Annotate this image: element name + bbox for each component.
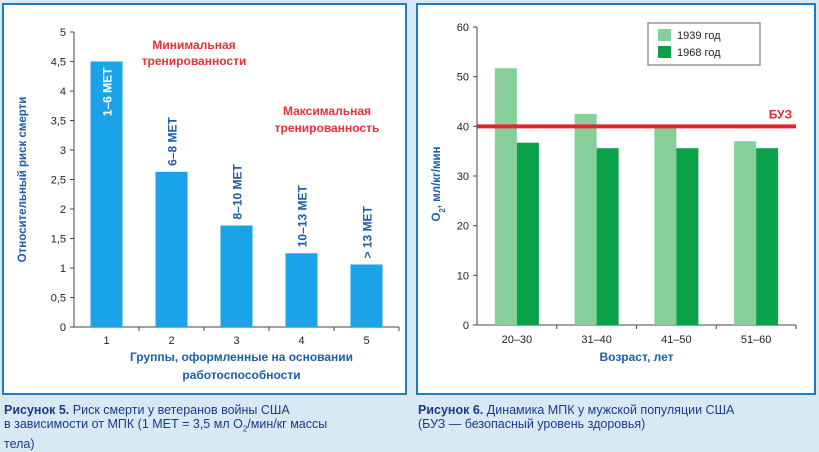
figure5-caption: Рисунок 5. Риск смерти у ветеранов войны… xyxy=(4,403,404,451)
bar xyxy=(155,171,188,327)
x-tick-label: 4 xyxy=(298,335,304,347)
annotation-min-line1: Минимальная xyxy=(152,38,235,52)
x-tick-label: 20–30 xyxy=(502,334,533,346)
bar-data-label: 1–6 МЕТ xyxy=(101,67,115,116)
figure6-caption-line1: Динамика МПК у мужской популяции США xyxy=(486,403,735,417)
bar-data-label: 10–13 МЕТ xyxy=(296,185,310,248)
x-tick-label: 2 xyxy=(168,335,174,347)
annotation-max-line1: Максимальная xyxy=(283,104,371,118)
legend-label: 1968 год xyxy=(677,47,721,59)
y-tick-label: 3 xyxy=(60,145,66,157)
y-tick-label: 0 xyxy=(60,322,66,334)
figure5-caption-line3: тела) xyxy=(4,436,35,451)
figure6-caption-label: Рисунок 6. xyxy=(418,403,484,417)
vo2-chart: 0 10 20 30 40 50 60 20–30 31–40 41–50 51–60 БУЗ 1939… xyxy=(431,22,797,364)
risk-chart: 0 0,5 1 1,5 2 2,5 3 3,5 4 4,5 5 1 1–6 МЕТ 2 6–8 МЕТ 3 8–… xyxy=(17,27,400,382)
x-tick-label: 51–60 xyxy=(741,334,772,346)
bar-1968 xyxy=(756,148,779,325)
bar-1968 xyxy=(596,148,619,325)
figure6-caption: Рисунок 6. Динамика МПК у мужской популя… xyxy=(418,403,818,431)
y-tick-label: 2,5 xyxy=(51,175,66,187)
legend-swatch xyxy=(658,29,671,41)
y-tick-label: 1 xyxy=(60,263,66,275)
bar-data-label: 8–10 МЕТ xyxy=(231,163,245,219)
y-tick-label: 4,5 xyxy=(51,57,66,69)
figure5-caption-line1: Риск смерти у ветеранов войны США xyxy=(72,403,290,417)
y-tick-label: 3,5 xyxy=(51,116,66,128)
reference-line-label: БУЗ xyxy=(769,107,792,121)
y-tick-label: 20 xyxy=(457,221,469,233)
y-tick-label: 1,5 xyxy=(51,234,66,246)
bar-data-label: > 13 МЕТ xyxy=(361,205,375,258)
y-tick-label: 30 xyxy=(457,171,469,183)
legend: 1939 год 1968 год xyxy=(647,22,761,66)
x-tick-label: 31–40 xyxy=(581,334,612,346)
y-tick-label: 60 xyxy=(457,22,469,34)
bar xyxy=(350,264,383,327)
figure5-caption-sub: 2 xyxy=(242,424,248,434)
figure5-caption-label: Рисунок 5. xyxy=(4,403,70,417)
annotation-max-line2: тренированность xyxy=(275,121,380,135)
bar xyxy=(285,253,318,327)
figure5-caption-line2: в зависимости от МПК (1 МЕТ = 3,5 мл O xyxy=(4,417,243,431)
x-axis-title: Возраст, лет xyxy=(600,350,674,364)
x-axis-title-line2: работоспособности xyxy=(182,368,300,382)
y-tick-label: 0 xyxy=(463,320,469,332)
legend-swatch xyxy=(658,46,671,58)
bar-data-label: 6–8 МЕТ xyxy=(166,116,180,165)
chart-panel-vo2: 0 10 20 30 40 50 60 20–30 31–40 41–50 51–60 БУЗ 1939… xyxy=(416,3,816,395)
y-axis-title: O2, мл/кг/мин xyxy=(431,146,447,221)
y-tick-label: 10 xyxy=(457,270,469,282)
bar-1968 xyxy=(516,142,539,325)
bar xyxy=(220,225,253,327)
figure5-caption-line2b: /мин/кг массы xyxy=(247,417,328,431)
x-tick-label: 3 xyxy=(233,335,239,347)
x-axis-title-line1: Группы, оформленные на основании xyxy=(130,350,353,364)
x-tick-label: 41–50 xyxy=(661,334,692,346)
y-tick-label: 50 xyxy=(457,72,469,84)
y-axis-title: Относительный риск смерти xyxy=(17,97,29,263)
y-tick-label: 40 xyxy=(457,121,469,133)
annotation-min-line2: тренированности xyxy=(142,54,247,68)
bar-1968 xyxy=(676,148,699,325)
chart-panel-risk: 0 0,5 1 1,5 2 2,5 3 3,5 4 4,5 5 1 1–6 МЕТ 2 6–8 МЕТ 3 8–… xyxy=(2,3,407,395)
y-tick-label: 2 xyxy=(60,204,66,216)
x-tick-label: 1 xyxy=(103,335,109,347)
legend-label: 1939 год xyxy=(677,30,721,42)
y-tick-label: 0,5 xyxy=(51,293,66,305)
y-tick-label: 4 xyxy=(60,86,66,98)
y-tick-label: 5 xyxy=(60,27,66,39)
bar-1939 xyxy=(734,141,757,325)
bar xyxy=(90,61,123,327)
bar-1939 xyxy=(574,113,597,326)
bar-1939 xyxy=(654,125,677,325)
bar-1939 xyxy=(494,68,517,325)
x-tick-label: 5 xyxy=(363,335,369,347)
figure6-caption-line2: (БУЗ — безопасный уровень здоровья) xyxy=(418,417,646,431)
